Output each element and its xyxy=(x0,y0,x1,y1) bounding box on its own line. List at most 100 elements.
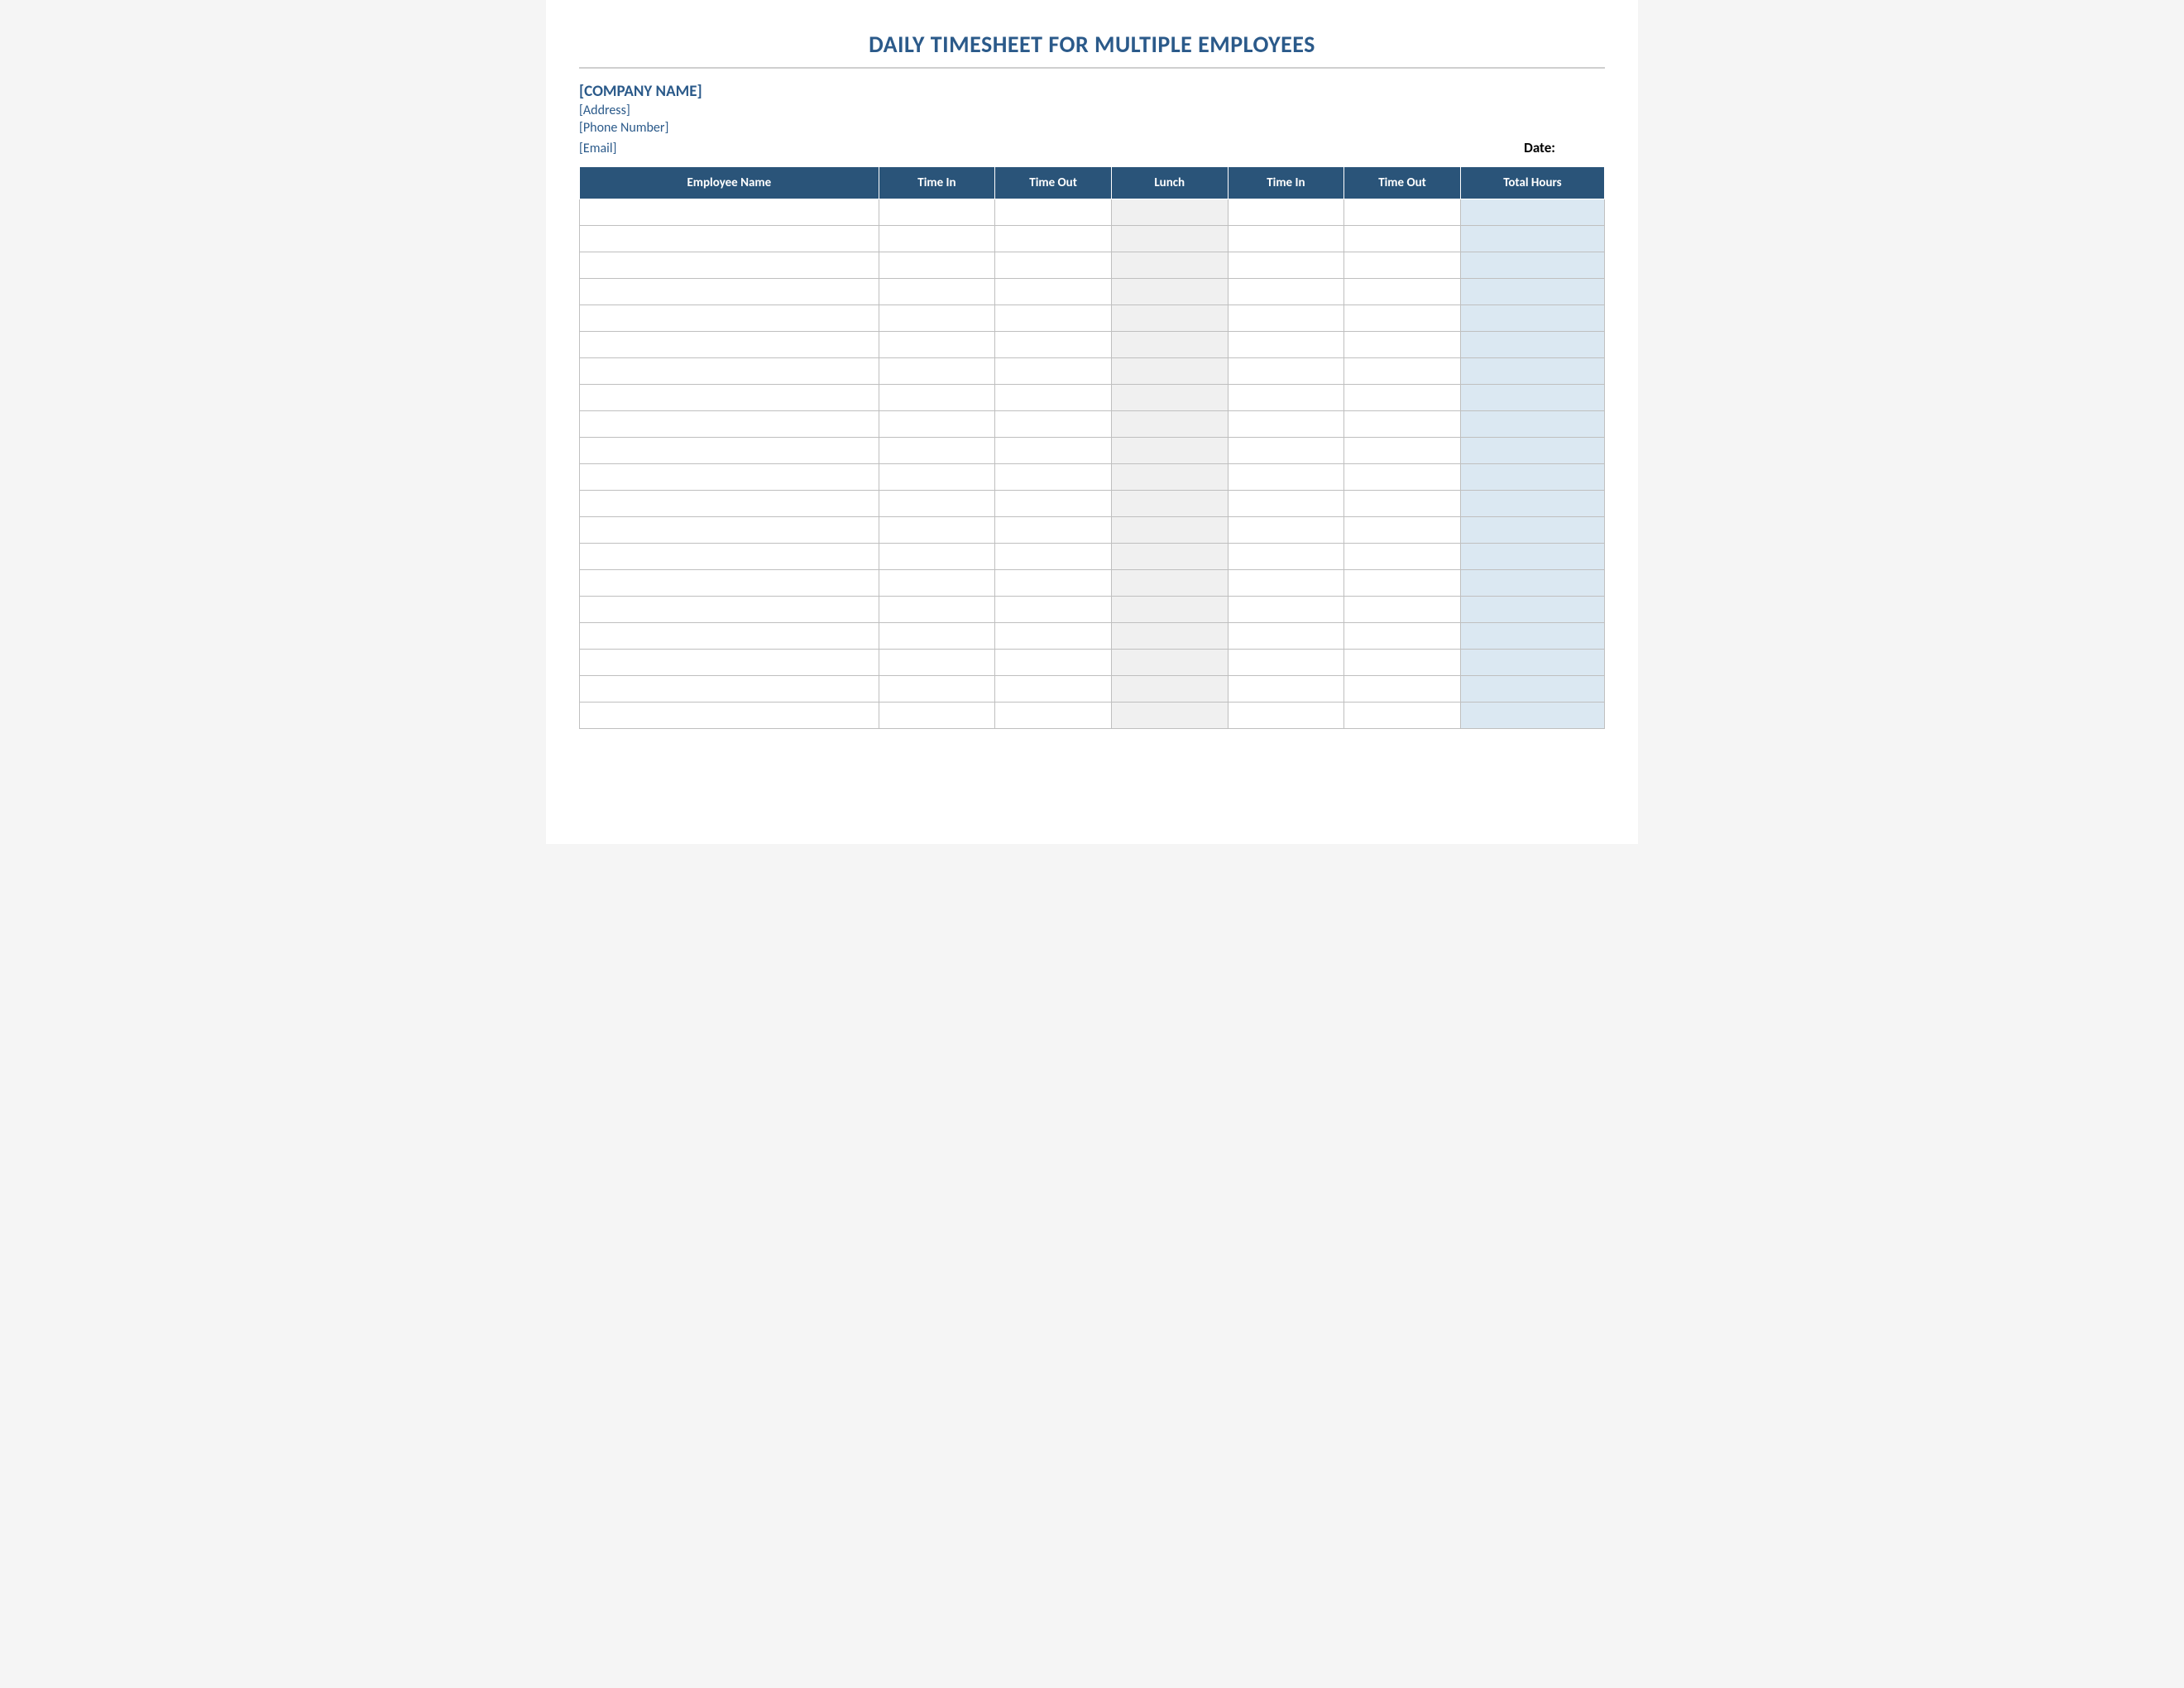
cell-time_in_1[interactable] xyxy=(879,650,995,676)
cell-time_out_2[interactable] xyxy=(1344,199,1461,226)
cell-time_in_1[interactable] xyxy=(879,623,995,650)
cell-employee_name[interactable] xyxy=(580,332,879,358)
cell-total_hours[interactable] xyxy=(1460,411,1604,438)
cell-employee_name[interactable] xyxy=(580,650,879,676)
cell-time_out_1[interactable] xyxy=(995,464,1112,491)
cell-time_out_2[interactable] xyxy=(1344,305,1461,332)
cell-employee_name[interactable] xyxy=(580,252,879,279)
cell-time_in_1[interactable] xyxy=(879,438,995,464)
cell-total_hours[interactable] xyxy=(1460,570,1604,597)
cell-time_out_1[interactable] xyxy=(995,385,1112,411)
cell-lunch[interactable] xyxy=(1111,570,1228,597)
cell-time_out_2[interactable] xyxy=(1344,570,1461,597)
cell-time_out_1[interactable] xyxy=(995,411,1112,438)
cell-time_out_2[interactable] xyxy=(1344,385,1461,411)
cell-total_hours[interactable] xyxy=(1460,544,1604,570)
cell-lunch[interactable] xyxy=(1111,544,1228,570)
cell-lunch[interactable] xyxy=(1111,385,1228,411)
cell-time_in_2[interactable] xyxy=(1228,385,1344,411)
cell-lunch[interactable] xyxy=(1111,464,1228,491)
cell-time_out_1[interactable] xyxy=(995,703,1112,729)
cell-lunch[interactable] xyxy=(1111,491,1228,517)
cell-time_in_1[interactable] xyxy=(879,464,995,491)
cell-time_out_1[interactable] xyxy=(995,491,1112,517)
cell-time_out_2[interactable] xyxy=(1344,358,1461,385)
cell-time_in_1[interactable] xyxy=(879,570,995,597)
cell-time_out_2[interactable] xyxy=(1344,411,1461,438)
cell-time_in_1[interactable] xyxy=(879,358,995,385)
cell-employee_name[interactable] xyxy=(580,358,879,385)
cell-time_out_1[interactable] xyxy=(995,676,1112,703)
cell-total_hours[interactable] xyxy=(1460,438,1604,464)
cell-time_out_1[interactable] xyxy=(995,650,1112,676)
cell-time_out_1[interactable] xyxy=(995,517,1112,544)
cell-total_hours[interactable] xyxy=(1460,358,1604,385)
cell-lunch[interactable] xyxy=(1111,332,1228,358)
cell-time_in_2[interactable] xyxy=(1228,252,1344,279)
cell-total_hours[interactable] xyxy=(1460,385,1604,411)
cell-time_out_2[interactable] xyxy=(1344,332,1461,358)
cell-total_hours[interactable] xyxy=(1460,650,1604,676)
cell-time_in_1[interactable] xyxy=(879,305,995,332)
cell-time_in_1[interactable] xyxy=(879,385,995,411)
cell-time_out_1[interactable] xyxy=(995,332,1112,358)
cell-time_out_1[interactable] xyxy=(995,358,1112,385)
cell-time_out_2[interactable] xyxy=(1344,438,1461,464)
cell-time_in_2[interactable] xyxy=(1228,703,1344,729)
cell-time_in_1[interactable] xyxy=(879,411,995,438)
cell-employee_name[interactable] xyxy=(580,385,879,411)
cell-employee_name[interactable] xyxy=(580,438,879,464)
cell-total_hours[interactable] xyxy=(1460,305,1604,332)
cell-time_in_2[interactable] xyxy=(1228,623,1344,650)
cell-time_out_1[interactable] xyxy=(995,199,1112,226)
cell-time_out_2[interactable] xyxy=(1344,650,1461,676)
cell-time_in_2[interactable] xyxy=(1228,332,1344,358)
cell-total_hours[interactable] xyxy=(1460,597,1604,623)
cell-total_hours[interactable] xyxy=(1460,676,1604,703)
cell-time_in_2[interactable] xyxy=(1228,438,1344,464)
cell-time_in_2[interactable] xyxy=(1228,464,1344,491)
cell-employee_name[interactable] xyxy=(580,411,879,438)
cell-employee_name[interactable] xyxy=(580,597,879,623)
cell-time_in_1[interactable] xyxy=(879,199,995,226)
cell-total_hours[interactable] xyxy=(1460,623,1604,650)
cell-lunch[interactable] xyxy=(1111,623,1228,650)
cell-time_in_2[interactable] xyxy=(1228,676,1344,703)
cell-time_out_1[interactable] xyxy=(995,544,1112,570)
cell-time_out_2[interactable] xyxy=(1344,252,1461,279)
cell-lunch[interactable] xyxy=(1111,358,1228,385)
cell-lunch[interactable] xyxy=(1111,703,1228,729)
cell-time_in_1[interactable] xyxy=(879,279,995,305)
cell-time_out_1[interactable] xyxy=(995,226,1112,252)
cell-time_in_1[interactable] xyxy=(879,597,995,623)
cell-time_in_2[interactable] xyxy=(1228,517,1344,544)
cell-total_hours[interactable] xyxy=(1460,199,1604,226)
cell-time_out_2[interactable] xyxy=(1344,226,1461,252)
cell-total_hours[interactable] xyxy=(1460,252,1604,279)
cell-employee_name[interactable] xyxy=(580,491,879,517)
cell-lunch[interactable] xyxy=(1111,199,1228,226)
cell-lunch[interactable] xyxy=(1111,597,1228,623)
cell-time_in_2[interactable] xyxy=(1228,358,1344,385)
cell-time_out_2[interactable] xyxy=(1344,491,1461,517)
cell-lunch[interactable] xyxy=(1111,279,1228,305)
cell-employee_name[interactable] xyxy=(580,676,879,703)
cell-time_out_2[interactable] xyxy=(1344,544,1461,570)
cell-time_out_1[interactable] xyxy=(995,438,1112,464)
cell-time_in_2[interactable] xyxy=(1228,305,1344,332)
cell-time_out_2[interactable] xyxy=(1344,597,1461,623)
cell-employee_name[interactable] xyxy=(580,464,879,491)
cell-employee_name[interactable] xyxy=(580,623,879,650)
cell-time_out_1[interactable] xyxy=(995,305,1112,332)
cell-time_in_2[interactable] xyxy=(1228,544,1344,570)
cell-lunch[interactable] xyxy=(1111,676,1228,703)
cell-time_in_1[interactable] xyxy=(879,332,995,358)
cell-total_hours[interactable] xyxy=(1460,464,1604,491)
cell-employee_name[interactable] xyxy=(580,570,879,597)
cell-time_in_2[interactable] xyxy=(1228,491,1344,517)
cell-time_in_1[interactable] xyxy=(879,226,995,252)
cell-employee_name[interactable] xyxy=(580,703,879,729)
cell-time_in_1[interactable] xyxy=(879,517,995,544)
cell-time_out_2[interactable] xyxy=(1344,623,1461,650)
cell-time_in_1[interactable] xyxy=(879,252,995,279)
